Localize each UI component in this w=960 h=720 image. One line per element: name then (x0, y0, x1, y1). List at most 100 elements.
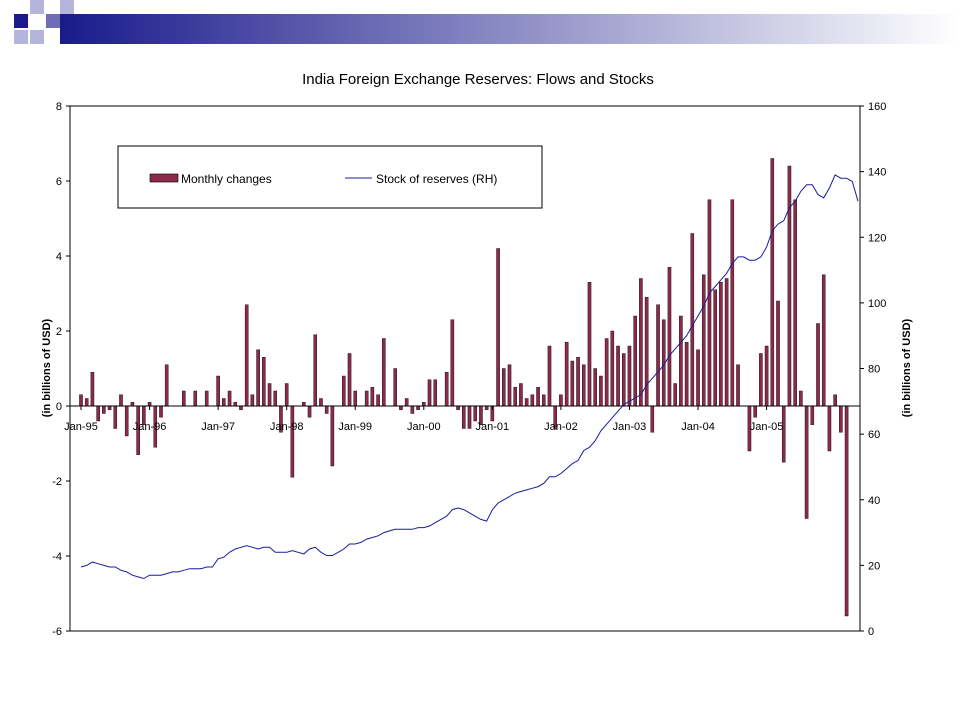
stock-of-reserves-line (80, 174, 859, 580)
x-tick-label: Jan-96 (133, 421, 167, 433)
monthly-change-bar (833, 394, 837, 407)
x-tick-label: Jan-03 (613, 421, 647, 433)
monthly-change-bar (410, 405, 415, 414)
monthly-change-bar (216, 375, 220, 407)
monthly-change-bar (844, 405, 849, 617)
monthly-change-bar (513, 387, 517, 407)
header-square-3 (30, 30, 44, 44)
monthly-change-bar (736, 364, 740, 407)
right-tick-label: 100 (868, 298, 886, 310)
x-tick-label: Jan-01 (476, 421, 510, 433)
right-tick-label: 160 (868, 101, 886, 113)
monthly-change-bar (222, 398, 226, 407)
monthly-change-bar (776, 300, 780, 407)
monthly-change-bar (159, 405, 163, 418)
monthly-change-bar (484, 405, 489, 410)
monthly-change-bar (759, 353, 763, 407)
chart-title: India Foreign Exchange Reserves: Flows a… (302, 71, 654, 88)
monthly-change-bar (764, 345, 769, 407)
monthly-change-bar (393, 368, 397, 407)
monthly-change-bar (707, 199, 712, 407)
monthly-change-bar (467, 405, 472, 429)
monthly-change-bar (684, 342, 689, 407)
monthly-change-bar (639, 278, 643, 407)
x-tick-label: Jan-04 (681, 421, 715, 433)
monthly-change-bar (284, 383, 289, 407)
monthly-change-bar (730, 199, 735, 407)
monthly-change-bar (182, 390, 186, 407)
monthly-changes-bars (79, 158, 849, 617)
monthly-change-bar (564, 342, 569, 407)
legend: Monthly changes Stock of reserves (RH) (117, 145, 543, 209)
right-axis-title: (in billions of USD) (901, 318, 913, 417)
monthly-change-bar (656, 304, 660, 407)
monthly-change-bar (102, 405, 106, 414)
monthly-change-bar (147, 402, 152, 407)
monthly-change-bar (347, 353, 352, 407)
monthly-change-bar (473, 405, 477, 422)
right-tick-label: 20 (868, 560, 880, 572)
x-tick-label: Jan-98 (270, 421, 304, 433)
monthly-change-bar (353, 390, 358, 407)
monthly-change-bar (599, 375, 603, 407)
monthly-change-bar (96, 405, 100, 422)
right-tick-label: 40 (868, 495, 880, 507)
monthly-change-bar (364, 390, 369, 407)
monthly-change-bar (262, 357, 266, 407)
monthly-change-bar (593, 368, 597, 407)
monthly-change-bar (462, 405, 466, 429)
monthly-change-bar (713, 289, 717, 407)
monthly-change-bar (239, 405, 243, 410)
monthly-change-bar (307, 405, 312, 418)
monthly-change-bar (84, 398, 89, 407)
monthly-change-bar (342, 375, 346, 407)
monthly-change-bar (193, 390, 198, 407)
monthly-change-bar (330, 405, 335, 467)
monthly-change-bar (781, 405, 786, 463)
left-tick-label: -2 (52, 476, 62, 488)
monthly-change-bar (376, 394, 380, 407)
monthly-change-bar (719, 282, 723, 407)
monthly-change-bar (827, 405, 832, 452)
monthly-change-bar (302, 402, 306, 407)
monthly-change-bar (570, 360, 575, 407)
monthly-change-bar (507, 364, 512, 407)
monthly-change-bar (787, 165, 792, 407)
monthly-change-bar (616, 345, 620, 407)
monthly-change-bar (290, 405, 295, 478)
monthly-change-bar (244, 304, 249, 407)
monthly-change-bar (839, 405, 843, 433)
x-tick-label: Jan-95 (64, 421, 98, 433)
monthly-change-bar (422, 402, 426, 407)
monthly-change-bar (107, 405, 112, 410)
monthly-change-bar (496, 248, 500, 407)
monthly-change-bar (701, 274, 706, 407)
monthly-change-bar (502, 368, 506, 407)
monthly-change-bar (119, 394, 123, 407)
monthly-change-bar (816, 323, 820, 407)
x-tick-label: Jan-97 (201, 421, 235, 433)
monthly-change-bar (804, 405, 809, 519)
monthly-change-bar (90, 372, 95, 407)
monthly-change-bar (644, 297, 649, 407)
header-square-5 (14, 30, 28, 44)
monthly-change-bar (313, 334, 318, 407)
monthly-change-bar (130, 402, 135, 407)
monthly-change-bar (227, 390, 232, 407)
monthly-change-bar (753, 405, 757, 418)
x-tick-label: Jan-02 (544, 421, 578, 433)
header-gradient-bar (60, 14, 960, 44)
monthly-change-bar (821, 274, 826, 407)
monthly-change-bar (416, 405, 420, 410)
left-tick-label: 8 (56, 101, 62, 113)
right-tick-label: 120 (868, 232, 886, 244)
monthly-change-bar (690, 233, 695, 407)
monthly-change-bar (256, 349, 260, 407)
monthly-change-bar (673, 383, 677, 407)
x-tick-label: Jan-00 (407, 421, 441, 433)
header-square-1 (14, 14, 28, 28)
monthly-change-bar (587, 282, 592, 407)
monthly-change-bar (810, 405, 815, 425)
monthly-change-bar (542, 394, 546, 407)
legend-box (117, 145, 543, 209)
